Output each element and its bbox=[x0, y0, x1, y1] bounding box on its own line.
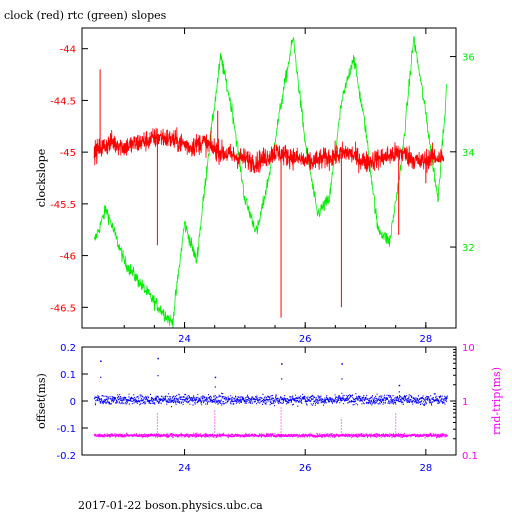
slope-chart: 24 26 28 -44 -44.5 -45 -45.5 -46 -46.5 32 34 36 clo… bbox=[35, 27, 475, 345]
slope-xtick-label-1: 26 bbox=[299, 334, 312, 345]
offset-tick-label-3: -0.1 bbox=[56, 424, 76, 435]
offset-plot-area bbox=[94, 357, 448, 439]
clockslope-tick-label-1: -44.5 bbox=[50, 96, 76, 107]
offset-spike-1 bbox=[157, 357, 159, 360]
offset-chart-axes: 24 26 28 0.2 0.1 0 -0.1 -0.2 10 1 0.1 bbox=[56, 343, 477, 474]
offset-points bbox=[94, 392, 448, 408]
clockslope-tick-label-5: -46.5 bbox=[50, 303, 76, 314]
rtc-series-line bbox=[93, 36, 447, 329]
offset-tick-label-4: -0.2 bbox=[56, 451, 76, 462]
rndtrip-axis-label: rnd-trip(ms) bbox=[490, 367, 503, 435]
clock-series-line bbox=[93, 127, 445, 174]
offset-xtick-label-0: 24 bbox=[178, 463, 191, 474]
slope-chart-frame bbox=[81, 27, 457, 329]
clockslope-axis-label: clockslope bbox=[35, 149, 48, 207]
offset-axis-label: offset(ms) bbox=[35, 373, 48, 429]
rtc-tick-label-0: 32 bbox=[462, 243, 475, 254]
rndtrip-tick-label-1: 1 bbox=[462, 397, 468, 408]
clockslope-tick-label-3: -45.5 bbox=[50, 200, 76, 211]
offset-xtick-label-2: 28 bbox=[419, 463, 432, 474]
rndtrip-points bbox=[94, 432, 448, 439]
offset-spike-b-0 bbox=[100, 376, 102, 378]
offset-tick-label-2: 0 bbox=[70, 397, 76, 408]
clockslope-tick-label-0: -44 bbox=[60, 45, 76, 56]
slope-chart-axes: 24 26 28 -44 -44.5 -45 -45.5 -46 -46.5 32 34 36 bbox=[50, 28, 475, 345]
figure-footer: 2017-01-22 boson.physics.ubc.ca bbox=[78, 499, 263, 512]
slope-xtick-label-2: 28 bbox=[419, 334, 432, 345]
offset-spike-5 bbox=[398, 384, 401, 387]
rndtrip-tick-label-0: 10 bbox=[462, 343, 475, 354]
clockslope-tick-label-4: -46 bbox=[60, 252, 76, 263]
offset-chart: 24 26 28 0.2 0.1 0 -0.1 -0.2 10 1 0.1 offset(ms) r… bbox=[35, 343, 503, 474]
offset-spike-b-2 bbox=[214, 386, 216, 388]
figure-title: clock (red) rtc (green) slopes bbox=[4, 9, 167, 22]
slope-xtick-label-0: 24 bbox=[178, 334, 191, 345]
rtc-tick-label-1: 34 bbox=[462, 148, 475, 159]
offset-spike-2 bbox=[214, 376, 217, 379]
offset-spike-3 bbox=[281, 363, 283, 365]
offset-tick-label-0: 0.2 bbox=[60, 343, 76, 354]
offset-spike-b-5 bbox=[398, 391, 400, 393]
offset-spike-0 bbox=[100, 360, 102, 362]
offset-tick-label-1: 0.1 bbox=[60, 370, 76, 381]
clockslope-tick-label-2: -45 bbox=[60, 148, 76, 159]
rndtrip-tick-label-2: 0.1 bbox=[462, 451, 478, 462]
offset-xtick-label-1: 26 bbox=[299, 463, 312, 474]
offset-spike-b-4 bbox=[341, 378, 343, 380]
offset-spike-b-1 bbox=[157, 375, 159, 377]
offset-spike-b-3 bbox=[281, 378, 283, 380]
rtc-tick-label-2: 36 bbox=[462, 53, 475, 64]
offset-spike-4 bbox=[341, 363, 343, 365]
slope-plot-area bbox=[93, 36, 447, 329]
